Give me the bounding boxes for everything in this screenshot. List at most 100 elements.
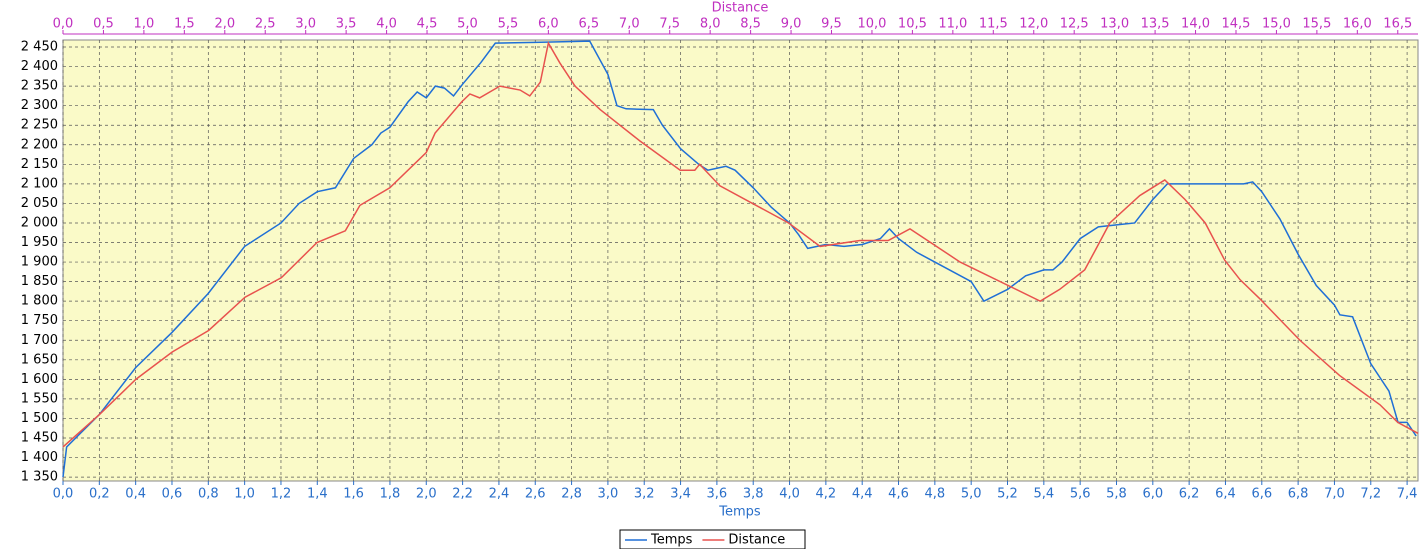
x2-tick-label: 0,0 bbox=[53, 17, 74, 32]
x-tick-label: 0,4 bbox=[125, 487, 146, 502]
y-tick-label: 1 650 bbox=[21, 352, 58, 367]
series-line bbox=[62, 40, 1417, 478]
plot-area bbox=[62, 39, 1419, 482]
y-tick-label: 1 850 bbox=[21, 274, 58, 289]
x-tick-label: 6,8 bbox=[1288, 487, 1309, 502]
x2-tick-label: 1,0 bbox=[134, 17, 155, 32]
x-tick-label: 1,4 bbox=[307, 487, 328, 502]
x2-tick-label: 7,0 bbox=[619, 17, 640, 32]
legend-label: Temps bbox=[650, 533, 693, 548]
x2-tick-label: 11,0 bbox=[938, 17, 967, 32]
x2-tick-label: 2,5 bbox=[255, 17, 276, 32]
y-tick-label: 2 000 bbox=[21, 215, 58, 230]
x2-tick-label: 8,5 bbox=[740, 17, 761, 32]
x-tick-label: 4,6 bbox=[888, 487, 909, 502]
x-tick-label: 6,6 bbox=[1251, 487, 1272, 502]
x2-tick-label: 5,5 bbox=[498, 17, 519, 32]
y-tick-label: 1 900 bbox=[21, 255, 58, 270]
x2-tick-label: 16,5 bbox=[1383, 17, 1412, 32]
x2-tick-label: 15,0 bbox=[1262, 17, 1291, 32]
x2-tick-label: 9,5 bbox=[821, 17, 842, 32]
x-tick-label: 3,0 bbox=[598, 487, 619, 502]
x2-tick-label: 14,5 bbox=[1222, 17, 1251, 32]
x-tick-label: 3,8 bbox=[743, 487, 764, 502]
y-tick-label: 2 050 bbox=[21, 196, 58, 211]
y-tick-label: 2 250 bbox=[21, 118, 58, 133]
y-tick-label: 1 400 bbox=[21, 450, 58, 465]
x-tick-label: 4,0 bbox=[779, 487, 800, 502]
x2-tick-label: 6,0 bbox=[538, 17, 559, 32]
x-tick-label: 1,8 bbox=[380, 487, 401, 502]
y-tick-label: 2 200 bbox=[21, 137, 58, 152]
x-tick-label: 0,0 bbox=[53, 487, 74, 502]
x-tick-label: 5,2 bbox=[997, 487, 1018, 502]
x-tick-label: 2,4 bbox=[489, 487, 510, 502]
x2-tick-label: 1,5 bbox=[174, 17, 195, 32]
y-tick-label: 1 450 bbox=[21, 430, 58, 445]
x2-tick-label: 8,0 bbox=[700, 17, 721, 32]
x-tick-label: 5,0 bbox=[961, 487, 982, 502]
x-tick-label: 5,8 bbox=[1106, 487, 1127, 502]
x-tick-label: 7,2 bbox=[1360, 487, 1381, 502]
x2-tick-label: 10,5 bbox=[898, 17, 927, 32]
x2-tick-label: 7,5 bbox=[659, 17, 680, 32]
y-tick-label: 2 350 bbox=[21, 79, 58, 94]
y-tick-label: 1 500 bbox=[21, 411, 58, 426]
x2-tick-label: 12,0 bbox=[1019, 17, 1048, 32]
x2-tick-label: 15,5 bbox=[1302, 17, 1331, 32]
x-tick-label: 2,8 bbox=[561, 487, 582, 502]
x2-tick-label: 4,0 bbox=[376, 17, 397, 32]
x-tick-label: 4,4 bbox=[852, 487, 873, 502]
x2-tick-label: 3,0 bbox=[295, 17, 316, 32]
x2-tick-label: 10,0 bbox=[857, 17, 886, 32]
x-axis-label: Temps bbox=[718, 505, 761, 520]
x2-tick-label: 6,5 bbox=[578, 17, 599, 32]
y-tick-label: 2 150 bbox=[21, 157, 58, 172]
x-tick-label: 6,2 bbox=[1179, 487, 1200, 502]
x2-tick-label: 13,0 bbox=[1100, 17, 1129, 32]
y-tick-label: 1 350 bbox=[21, 470, 58, 485]
x-tick-label: 2,0 bbox=[416, 487, 437, 502]
x-tick-label: 5,6 bbox=[1070, 487, 1091, 502]
x2-tick-label: 13,5 bbox=[1141, 17, 1170, 32]
x2-tick-label: 3,5 bbox=[336, 17, 357, 32]
y-tick-label: 1 600 bbox=[21, 372, 58, 387]
y-tick-label: 1 950 bbox=[21, 235, 58, 250]
x2-tick-label: 14,0 bbox=[1181, 17, 1210, 32]
x-tick-label: 3,6 bbox=[707, 487, 728, 502]
x2-tick-label: 16,0 bbox=[1343, 17, 1372, 32]
x2-tick-label: 5,0 bbox=[457, 17, 478, 32]
y-tick-label: 1 700 bbox=[21, 333, 58, 348]
y-tick-label: 1 750 bbox=[21, 313, 58, 328]
x2-tick-label: 4,5 bbox=[417, 17, 438, 32]
x2-tick-label: 0,5 bbox=[93, 17, 114, 32]
x2-tick-label: 12,5 bbox=[1060, 17, 1089, 32]
series-line bbox=[62, 41, 1419, 448]
x-tick-label: 2,2 bbox=[452, 487, 473, 502]
x-tick-label: 4,2 bbox=[816, 487, 837, 502]
x-tick-label: 0,8 bbox=[198, 487, 219, 502]
y-tick-label: 2 400 bbox=[21, 59, 58, 74]
legend-label: Distance bbox=[728, 533, 785, 548]
x-tick-label: 1,6 bbox=[343, 487, 364, 502]
x-tick-label: 6,4 bbox=[1215, 487, 1236, 502]
y-tick-label: 1 550 bbox=[21, 391, 58, 406]
x-tick-label: 1,2 bbox=[271, 487, 292, 502]
y-tick-label: 2 100 bbox=[21, 176, 58, 191]
x2-axis-label: Distance bbox=[712, 1, 769, 16]
x2-tick-label: 2,0 bbox=[214, 17, 235, 32]
x-tick-label: 2,6 bbox=[525, 487, 546, 502]
y-tick-label: 2 450 bbox=[21, 40, 58, 55]
x-tick-label: 4,8 bbox=[925, 487, 946, 502]
y-tick-label: 1 800 bbox=[21, 294, 58, 309]
x-tick-label: 7,4 bbox=[1397, 487, 1418, 502]
x-tick-label: 3,4 bbox=[670, 487, 691, 502]
x-tick-label: 3,2 bbox=[634, 487, 655, 502]
x-tick-label: 1,0 bbox=[234, 487, 255, 502]
x2-tick-label: 9,0 bbox=[781, 17, 802, 32]
y-tick-label: 2 300 bbox=[21, 98, 58, 113]
x2-tick-label: 11,5 bbox=[979, 17, 1008, 32]
x-tick-label: 6,0 bbox=[1142, 487, 1163, 502]
x-tick-label: 7,0 bbox=[1324, 487, 1345, 502]
